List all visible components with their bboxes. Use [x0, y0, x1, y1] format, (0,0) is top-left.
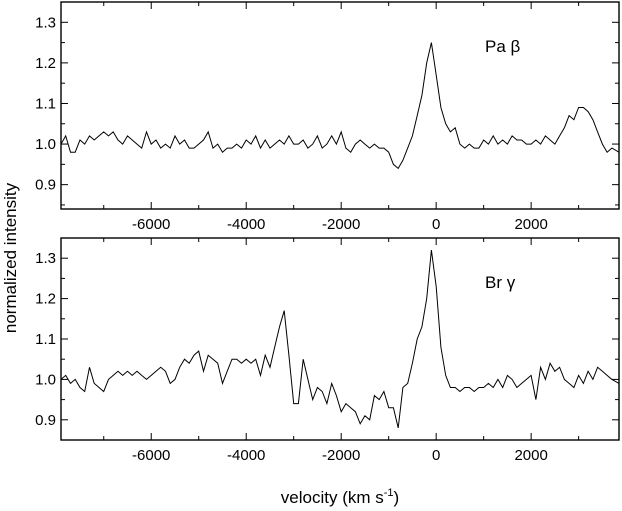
br-gamma-y-tick-label: 1.1: [35, 331, 56, 348]
br-gamma-plot-frame: [60, 237, 620, 441]
pa-beta-y-tick-label: 1.3: [35, 14, 56, 31]
br-gamma-y-tick-label: 1.3: [35, 250, 56, 267]
br-gamma-x-tick-label: -4000: [227, 447, 265, 464]
pa-beta-line-label: Pa β: [485, 37, 521, 56]
br-gamma-x-tick-label: 0: [432, 447, 440, 464]
pa-beta-y-tick-label: 1.2: [35, 55, 56, 72]
pa-beta-panel: -6000 -4000 -2000 0 2000 0.9 1.0 1.1 1.2 1.3 Pa β: [35, 1, 620, 233]
y-axis-label: normalized intensity: [1, 182, 20, 333]
pa-beta-x-tick-label: -6000: [132, 216, 170, 233]
br-gamma-x-tick-label: -6000: [132, 447, 170, 464]
pa-beta-y-tick-label: 1.0: [35, 136, 56, 153]
br-gamma-x-tick-label: 2000: [514, 447, 547, 464]
pa-beta-x-tick-label: -4000: [227, 216, 265, 233]
br-gamma-y-tick-label: 0.9: [35, 412, 56, 429]
pa-beta-y-tick-label: 1.1: [35, 95, 56, 112]
br-gamma-y-tick-label: 1.2: [35, 291, 56, 308]
pa-beta-x-tick-label: 0: [432, 216, 440, 233]
pa-beta-spectrum-line: [61, 42, 619, 170]
br-gamma-spectrum-line: [61, 250, 619, 429]
pa-beta-plot-frame: [60, 1, 620, 210]
br-gamma-line-label: Br γ: [485, 273, 516, 292]
br-gamma-panel: -6000 -4000 -2000 0 2000 0.9 1.0 1.1 1.2 1.3 Br γ: [35, 237, 620, 464]
x-axis-label: velocity (km s-1): [281, 487, 399, 507]
pa-beta-y-tick-label: 0.9: [35, 177, 56, 194]
br-gamma-x-tick-label: -2000: [322, 447, 360, 464]
pa-beta-x-tick-label: -2000: [322, 216, 360, 233]
pa-beta-x-tick-label: 2000: [514, 216, 547, 233]
br-gamma-y-tick-label: 1.0: [35, 371, 56, 388]
